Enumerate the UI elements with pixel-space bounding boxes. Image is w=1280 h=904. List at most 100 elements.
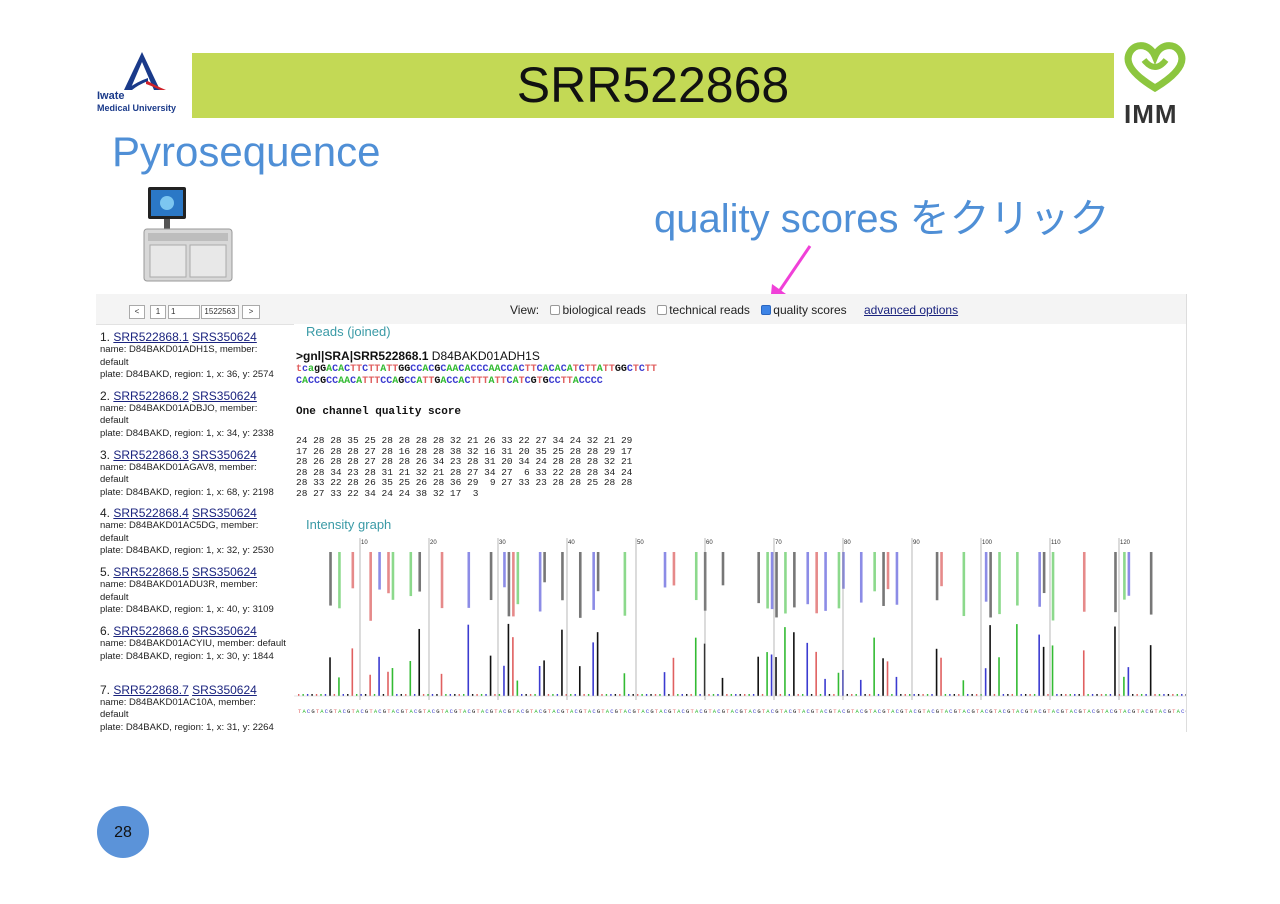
intensity-bar bbox=[1033, 694, 1036, 696]
view-options: View: biological reads technical reads q… bbox=[510, 303, 958, 317]
read-plate: plate: D84BAKD, region: 1, x: 68, y: 219… bbox=[100, 486, 274, 498]
flow-base-label: G bbox=[722, 708, 725, 715]
flow-base-label: G bbox=[1079, 708, 1082, 715]
flow-base-label: A bbox=[302, 708, 306, 715]
read-run-link[interactable]: SRR522868.2 bbox=[113, 388, 189, 403]
flow-base-label: T bbox=[1083, 708, 1087, 715]
intensity-bar bbox=[650, 694, 652, 696]
read-sample-link[interactable]: SRS350624 bbox=[192, 330, 257, 344]
read-run-link[interactable]: SRR522868.3 bbox=[113, 447, 189, 462]
intensity-bar bbox=[391, 668, 394, 696]
read-run-link[interactable]: SRR522868.4 bbox=[113, 506, 189, 521]
flow-base-label: G bbox=[864, 708, 867, 715]
flow-base-label: C bbox=[557, 708, 561, 715]
read-sample-link[interactable]: SRS350624 bbox=[192, 682, 257, 697]
intensity-bar bbox=[583, 694, 585, 696]
flow-base-label: C bbox=[539, 708, 543, 715]
technical-reads-checkbox[interactable] bbox=[657, 305, 668, 315]
next-page-button[interactable]: > bbox=[242, 305, 260, 319]
flow-base-label: T bbox=[637, 708, 641, 715]
read-sample-link[interactable]: SRS350624 bbox=[192, 624, 257, 638]
flow-base-label: G bbox=[793, 708, 796, 715]
prev-page-button[interactable]: < bbox=[129, 305, 145, 319]
read-run-link[interactable]: SRR522868.7 bbox=[113, 682, 189, 697]
read-sample-link[interactable]: SRS350624 bbox=[192, 388, 257, 403]
read-run-link[interactable]: SRR522868.1 bbox=[113, 330, 189, 344]
flow-base-label: A bbox=[624, 708, 628, 715]
flow-base-label: C bbox=[985, 708, 989, 715]
flow-base-label: C bbox=[717, 708, 721, 715]
flow-base-label: A bbox=[552, 708, 556, 715]
flow-base-label: C bbox=[360, 708, 364, 715]
intensity-bar bbox=[306, 694, 309, 696]
upper-intensity-bar bbox=[1038, 552, 1041, 607]
upper-intensity-bar bbox=[694, 552, 698, 601]
intensity-bar bbox=[619, 694, 621, 696]
upper-intensity-bar bbox=[507, 552, 511, 617]
flow-base-label: G bbox=[597, 708, 600, 715]
biological-reads-label[interactable]: biological reads bbox=[562, 303, 646, 317]
technical-reads-label[interactable]: technical reads bbox=[669, 303, 750, 317]
read-sample-link[interactable]: SRS350624 bbox=[192, 565, 257, 580]
imm-heart-logo bbox=[1124, 42, 1186, 92]
flow-base-label: C bbox=[771, 708, 775, 715]
flow-base-label: T bbox=[958, 708, 962, 715]
intensity-bar bbox=[735, 694, 737, 696]
intensity-bar bbox=[405, 694, 407, 696]
flow-base-label: C bbox=[1056, 708, 1060, 715]
intensity-bar bbox=[1118, 694, 1121, 696]
flow-base-label: A bbox=[338, 708, 342, 715]
intensity-bar bbox=[534, 694, 536, 696]
read-sample-link[interactable]: SRS350624 bbox=[192, 447, 257, 462]
quality-scores-label[interactable]: quality scores bbox=[773, 303, 847, 317]
read-name: name: D84BAKD01AC5DG, member: bbox=[100, 520, 259, 532]
quality-scores-checkbox[interactable] bbox=[761, 305, 772, 315]
advanced-options-link[interactable]: advanced options bbox=[864, 303, 959, 317]
intensity-bar bbox=[909, 694, 911, 696]
flow-base-label: T bbox=[530, 708, 534, 715]
intensity-bar bbox=[485, 694, 487, 696]
read-number: 6. bbox=[100, 624, 111, 638]
flow-base-label: G bbox=[454, 708, 457, 715]
read-run-link[interactable]: SRR522868.6 bbox=[113, 624, 189, 638]
intensity-bar bbox=[882, 658, 884, 696]
intensity-bar bbox=[1060, 694, 1063, 696]
intensity-bar bbox=[1123, 676, 1125, 696]
read-name: name: D84BAKD01ADU3R, member: bbox=[100, 579, 258, 591]
graph-tick-label: 20 bbox=[430, 540, 437, 546]
read-detail: Reads (joined) >gnl|SRA|SRR522868.1 D84B… bbox=[294, 324, 1186, 732]
biological-reads-checkbox[interactable] bbox=[550, 305, 561, 315]
intensity-bar bbox=[409, 660, 412, 696]
read-sample-link[interactable]: SRS350624 bbox=[192, 506, 257, 521]
quality-row: 24 28 28 35 25 28 28 28 28 32 21 26 33 2… bbox=[296, 435, 633, 446]
flow-base-label: G bbox=[918, 708, 921, 715]
flow-base-label: C bbox=[503, 708, 507, 715]
iwate-university-logo bbox=[124, 52, 166, 90]
flow-base-label: G bbox=[1150, 708, 1153, 715]
intensity-bar bbox=[788, 694, 790, 696]
flow-base-label: G bbox=[490, 708, 493, 715]
flow-base-label: C bbox=[789, 708, 793, 715]
upper-intensity-bar bbox=[962, 552, 966, 617]
flow-base-label: T bbox=[619, 708, 623, 715]
flow-base-label: G bbox=[1025, 708, 1028, 715]
intensity-bar bbox=[703, 643, 706, 696]
page-number: 1 bbox=[150, 305, 166, 319]
read-header: 3. SRR522868.3 SRS350624 bbox=[100, 448, 294, 462]
read-header: 4. SRR522868.4 SRS350624 bbox=[100, 506, 294, 520]
page-input[interactable]: 1 bbox=[168, 305, 200, 319]
intensity-bar bbox=[699, 694, 701, 696]
read-run-link[interactable]: SRR522868.5 bbox=[113, 565, 189, 580]
flow-base-label: G bbox=[757, 708, 760, 715]
flow-base-label: C bbox=[307, 708, 311, 715]
flow-base-label: A bbox=[927, 708, 931, 715]
flow-base-label: G bbox=[311, 708, 314, 715]
flow-base-label: T bbox=[869, 708, 873, 715]
flow-base-label: C bbox=[1181, 708, 1185, 715]
intensity-bar bbox=[1051, 645, 1054, 696]
intensity-bar bbox=[1105, 694, 1107, 696]
intensity-bar bbox=[935, 648, 938, 696]
read-header: 5. SRR522868.5 SRS350624 bbox=[100, 565, 294, 579]
fasta-id: SRR522868.1 bbox=[353, 349, 429, 363]
intensity-bar bbox=[427, 694, 429, 696]
